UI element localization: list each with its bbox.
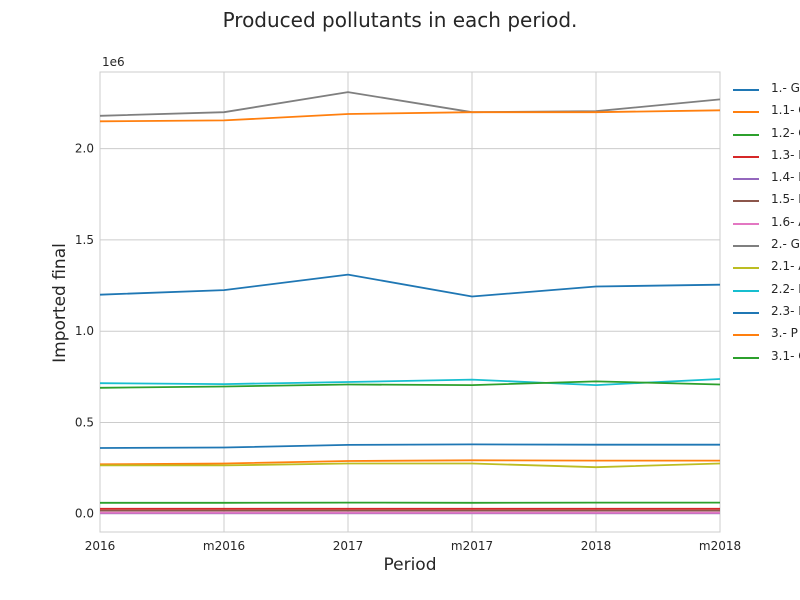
y-tick-label: 1.0 [75, 324, 94, 338]
legend-swatch [733, 155, 759, 158]
legend-item: 3.1- C [733, 348, 800, 370]
legend-item: 2.1- A [733, 258, 800, 280]
x-tick-label: m2016 [203, 539, 245, 553]
legend: 1.- G 1.1- G 1.2- C 1.3- I 1.4- I 1.5- I 1.6- … [733, 80, 800, 370]
legend-label: 3.- P [771, 326, 798, 341]
legend-label: 3.1- C [771, 348, 800, 363]
x-axis-label: Period [383, 555, 437, 575]
legend-item: 2.2- I [733, 281, 800, 303]
x-tick-label: 2018 [581, 539, 612, 553]
legend-label: 2.3- I [771, 303, 800, 318]
legend-item: 1.6- A [733, 214, 800, 236]
legend-swatch [733, 89, 759, 91]
series-line-8 [99, 91, 721, 117]
series-line-1 [99, 443, 720, 449]
legend-label: 1.- G [771, 81, 800, 95]
series-line-10 [99, 378, 721, 387]
legend-swatch [733, 222, 759, 225]
legend-swatch [733, 178, 759, 181]
legend-label: 2.2- I [771, 281, 800, 296]
legend-item: 1.5- I [733, 191, 800, 213]
legend-item: 1.- G [733, 80, 800, 102]
legend-label: 1.6- A [771, 214, 800, 229]
y-tick-label: 0.0 [75, 507, 94, 521]
series-line-11 [99, 273, 721, 298]
legend-swatch [733, 111, 759, 114]
legend-item: 1.2- C [733, 125, 800, 147]
y-tick-label: 2.0 [75, 142, 94, 156]
y-axis-label: Imported final [50, 243, 70, 363]
series-line-13 [99, 380, 721, 389]
legend-swatch [733, 200, 759, 203]
series-line-12 [99, 109, 721, 123]
legend-label: 1.4- I [771, 170, 800, 185]
legend-item: 2.- G [733, 236, 800, 258]
x-tick-label: m2017 [451, 539, 493, 553]
legend-item: 1.1- G [733, 102, 800, 124]
legend-swatch [733, 267, 759, 270]
x-tick-label: 2016 [85, 539, 116, 553]
chart-title: Produced pollutants in each period. [222, 8, 578, 32]
legend-swatch [733, 289, 759, 292]
legend-item: 2.3- I [733, 303, 800, 325]
legend-swatch [733, 311, 759, 314]
y-tick-label: 0.5 [75, 415, 94, 429]
legend-label: 1.2- C [771, 125, 800, 140]
y-axis-offset-label: 1e6 [102, 55, 125, 69]
legend-label: 1.3- I [771, 147, 800, 162]
legend-item: 3.- P [733, 325, 800, 347]
legend-item: 1.3- I [733, 147, 800, 169]
y-tick-label: 1.5 [75, 233, 94, 247]
legend-swatch [733, 334, 759, 337]
legend-label: 1.5- I [771, 192, 800, 207]
series-line-9 [100, 462, 721, 469]
legend-label: 2.- G [771, 237, 800, 252]
legend-label: 1.1- G [771, 103, 800, 118]
legend-label: 2.1- A [771, 259, 800, 274]
plot-frame [99, 71, 721, 533]
legend-swatch [733, 356, 759, 359]
legend-item: 1.4- I [733, 169, 800, 191]
legend-swatch [733, 133, 759, 136]
x-tick-label: 2017 [333, 539, 364, 553]
x-tick-label: m2018 [699, 539, 741, 553]
legend-swatch [733, 245, 759, 248]
series-line-2 [99, 459, 720, 466]
